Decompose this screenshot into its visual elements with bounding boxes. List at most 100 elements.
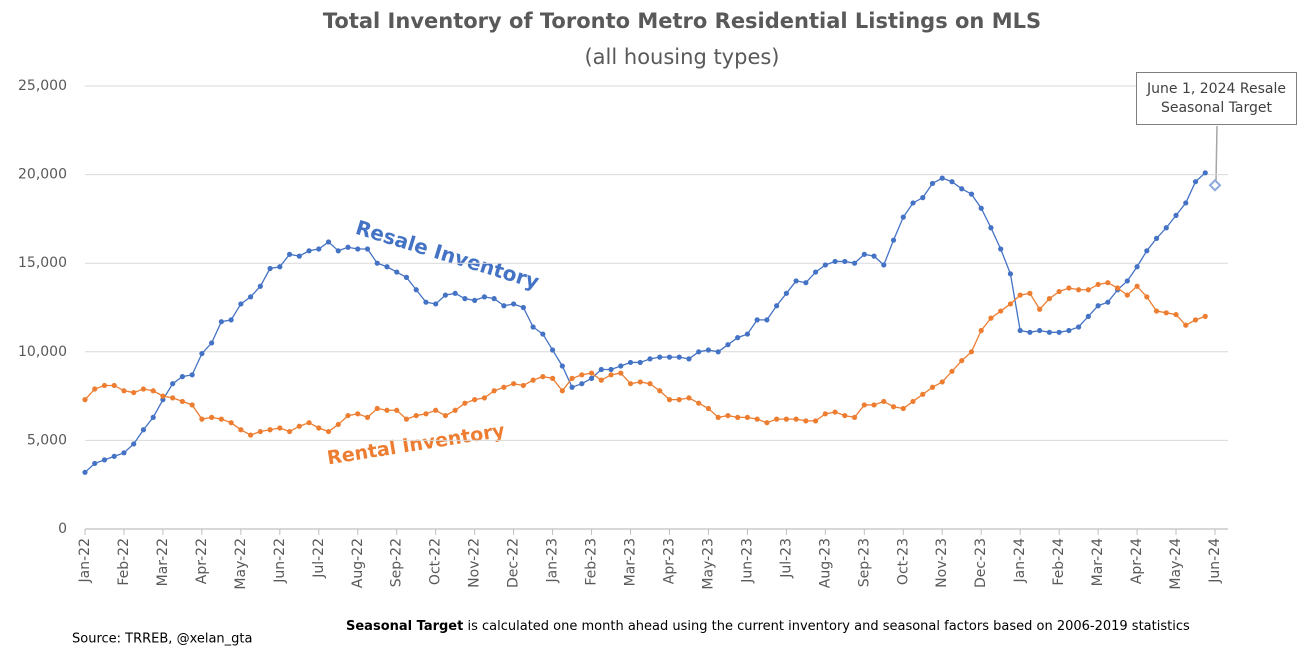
data-point bbox=[296, 423, 302, 429]
data-point bbox=[842, 258, 848, 265]
data-point bbox=[179, 398, 186, 405]
data-point bbox=[1105, 280, 1111, 286]
data-point bbox=[111, 453, 117, 459]
data-point bbox=[871, 402, 877, 408]
data-point bbox=[569, 384, 575, 390]
data-point bbox=[511, 381, 517, 387]
data-point bbox=[569, 375, 575, 381]
data-point bbox=[209, 414, 215, 420]
data-point bbox=[325, 428, 332, 435]
data-point bbox=[364, 414, 371, 420]
data-point bbox=[842, 412, 848, 419]
data-point bbox=[676, 354, 682, 360]
data-point bbox=[228, 317, 234, 323]
data-point bbox=[715, 349, 721, 355]
data-point bbox=[637, 359, 643, 366]
x-tick-label: May-24 bbox=[1168, 538, 1184, 590]
data-point bbox=[277, 264, 283, 270]
data-point bbox=[608, 366, 614, 373]
data-point bbox=[218, 319, 224, 325]
data-point bbox=[491, 388, 497, 394]
data-point bbox=[121, 450, 127, 456]
data-point bbox=[1066, 327, 1072, 334]
data-point bbox=[540, 374, 546, 380]
data-point bbox=[920, 195, 926, 201]
data-point bbox=[433, 301, 439, 307]
x-tick-label: Jan-23 bbox=[545, 538, 561, 583]
x-tick-label: Feb-22 bbox=[116, 538, 132, 586]
data-point bbox=[832, 409, 838, 415]
x-tick-label: Jul-23 bbox=[778, 538, 794, 579]
series-label: Rental Inventory bbox=[326, 420, 507, 470]
data-point bbox=[735, 335, 741, 341]
target-marker bbox=[1208, 178, 1222, 192]
x-tick-label: Oct-22 bbox=[428, 538, 444, 585]
data-point bbox=[199, 350, 205, 357]
data-point bbox=[929, 180, 936, 187]
data-point bbox=[189, 372, 195, 378]
data-point bbox=[803, 280, 809, 286]
data-point bbox=[520, 382, 526, 389]
x-tick-label: Sep-22 bbox=[389, 538, 405, 587]
data-point bbox=[1007, 271, 1014, 277]
data-point bbox=[472, 297, 478, 304]
data-point bbox=[1095, 281, 1101, 288]
data-point bbox=[209, 340, 215, 346]
data-point bbox=[1085, 313, 1091, 319]
data-point bbox=[988, 315, 994, 321]
data-point bbox=[286, 428, 293, 435]
data-point bbox=[452, 290, 458, 296]
x-tick-label: May-22 bbox=[233, 538, 249, 590]
data-point bbox=[160, 393, 166, 399]
data-point bbox=[1027, 290, 1033, 296]
data-point bbox=[1056, 288, 1062, 295]
data-point bbox=[813, 418, 819, 424]
data-point bbox=[959, 358, 965, 364]
data-point bbox=[715, 414, 721, 420]
data-point bbox=[82, 397, 88, 403]
x-tick-label: Nov-23 bbox=[934, 538, 950, 588]
data-point bbox=[1007, 301, 1014, 307]
data-point bbox=[238, 427, 244, 433]
x-tick-label: Apr-22 bbox=[194, 538, 210, 584]
data-point bbox=[316, 246, 322, 252]
x-tick-label: Apr-23 bbox=[661, 538, 677, 584]
leader-line bbox=[1215, 125, 1218, 183]
data-point bbox=[238, 301, 244, 307]
data-point bbox=[647, 381, 653, 387]
data-point bbox=[822, 262, 828, 268]
data-point bbox=[618, 370, 624, 376]
data-point bbox=[559, 388, 565, 394]
data-point bbox=[968, 349, 975, 355]
data-point bbox=[744, 331, 751, 337]
data-point bbox=[345, 412, 351, 419]
data-point bbox=[1037, 306, 1043, 312]
data-point bbox=[579, 372, 585, 378]
x-tick-label: Nov-22 bbox=[467, 538, 483, 588]
data-point bbox=[345, 244, 351, 250]
data-point bbox=[101, 457, 108, 463]
data-point bbox=[462, 400, 468, 406]
data-point bbox=[1192, 317, 1199, 323]
data-point bbox=[1124, 278, 1130, 284]
data-point bbox=[374, 405, 380, 412]
data-point bbox=[627, 381, 634, 387]
data-point bbox=[540, 331, 546, 337]
data-point bbox=[150, 414, 156, 420]
data-point bbox=[744, 414, 751, 420]
x-tick-label: Mar-24 bbox=[1090, 538, 1106, 586]
data-point bbox=[978, 327, 984, 334]
data-point bbox=[686, 395, 692, 401]
data-point bbox=[696, 400, 702, 406]
data-point bbox=[1144, 248, 1150, 254]
data-point bbox=[666, 354, 673, 360]
data-point bbox=[851, 414, 858, 420]
data-point bbox=[248, 432, 254, 438]
data-point bbox=[530, 324, 536, 330]
data-point bbox=[286, 251, 293, 257]
data-point bbox=[725, 342, 731, 348]
data-point bbox=[364, 246, 371, 252]
data-point bbox=[355, 246, 361, 252]
y-tick-label: 20,000 bbox=[18, 167, 67, 183]
data-point bbox=[647, 356, 653, 362]
